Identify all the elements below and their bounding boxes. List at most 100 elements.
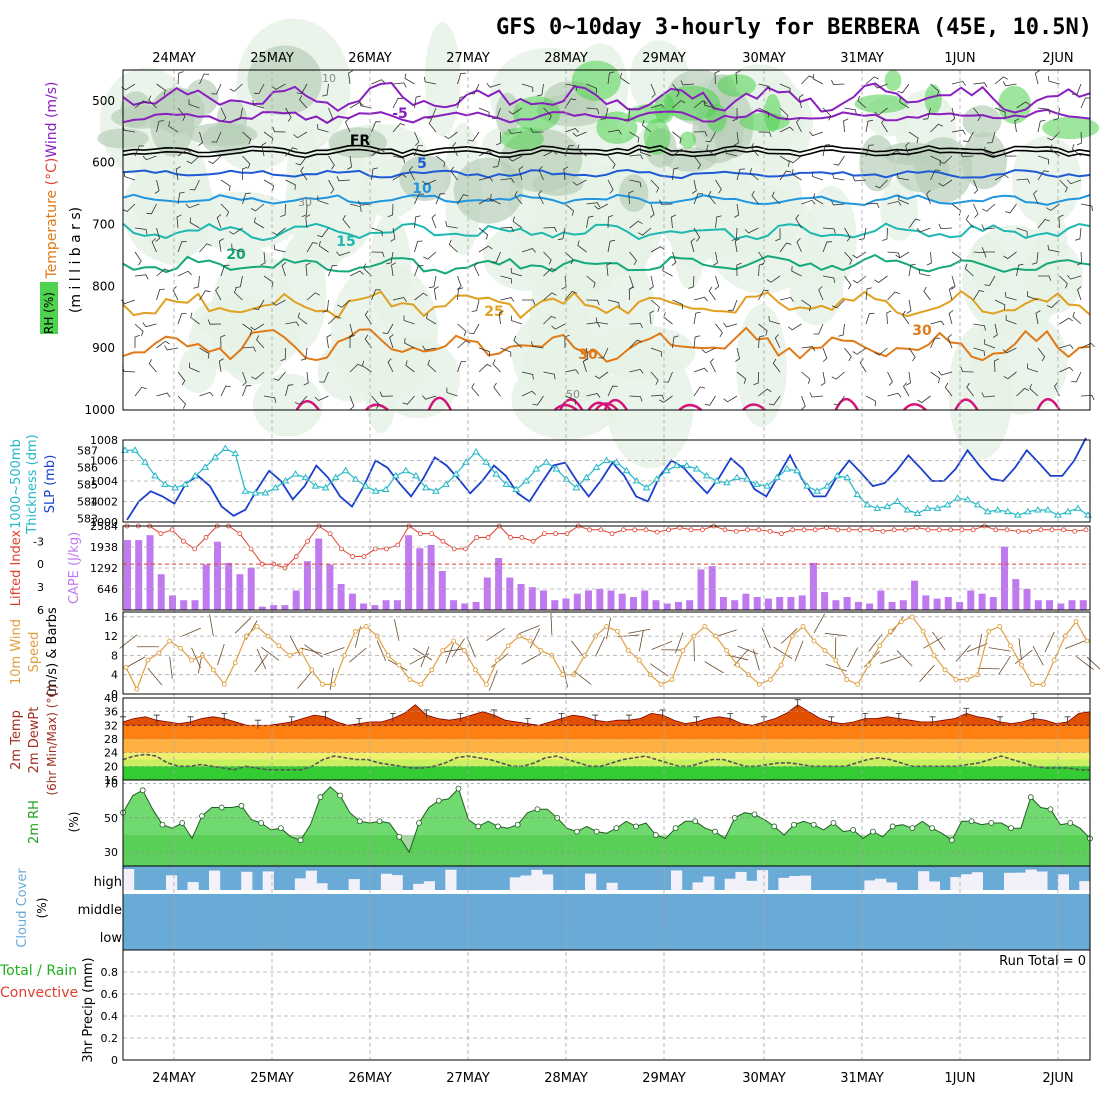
wind-barb <box>1072 83 1082 95</box>
wind-barb <box>207 319 222 325</box>
cape-bar <box>933 598 941 610</box>
wind-barb <box>629 131 640 143</box>
wind-barb <box>514 191 523 205</box>
cloud-high-gap <box>950 877 962 891</box>
cape-bar <box>315 538 323 610</box>
wind-barb <box>779 296 794 302</box>
thickness-point <box>1043 506 1052 513</box>
wind-barb <box>672 335 679 349</box>
wind-barb <box>1059 317 1074 325</box>
cape-bar <box>1057 603 1065 610</box>
wind-barb <box>715 215 722 229</box>
cloud-high-gap <box>380 873 393 890</box>
wind-barb <box>1016 101 1030 109</box>
wind10m-barb <box>955 644 971 662</box>
wind-barb <box>392 297 407 302</box>
lifted-index-point <box>248 546 254 552</box>
wind-barb <box>629 154 644 160</box>
lifted-index-point <box>553 531 559 537</box>
wind-barb <box>235 275 243 288</box>
wind-barb <box>427 359 437 373</box>
upper-y-tick: 700 <box>92 218 115 232</box>
rh2m-point <box>712 828 718 835</box>
temperature-contour-35 <box>594 402 619 411</box>
wind-barb <box>1037 120 1046 133</box>
lifted-index-point <box>203 535 209 540</box>
wind-barb <box>134 227 148 235</box>
wind-barb <box>809 392 824 398</box>
temp-tick: 40 <box>104 692 118 705</box>
wind-barb <box>994 107 1006 118</box>
wind-barb <box>736 168 745 181</box>
rh2m-label: 2m RH <box>27 800 42 844</box>
cape-tick: 1938 <box>90 541 118 554</box>
wind-barb <box>177 71 184 85</box>
wind-barb <box>273 244 286 253</box>
slp-tick: 1006 <box>90 455 118 468</box>
lifted-index-point <box>485 535 491 540</box>
wind-barb <box>582 358 588 373</box>
thickness-point <box>311 482 320 489</box>
lifted-tick: -3 <box>33 535 44 548</box>
wind-barb <box>887 371 893 386</box>
wind-barb <box>190 312 200 325</box>
thickness-point <box>943 500 952 508</box>
wind-barb <box>254 217 265 229</box>
thickness-point <box>642 483 651 491</box>
lifted-index-point <box>417 531 423 537</box>
lifted-index-point <box>1061 527 1066 533</box>
wind-barb <box>693 100 708 109</box>
wind-barb <box>672 299 684 310</box>
wind-barb <box>510 267 523 277</box>
wind-barb <box>322 83 329 97</box>
x-tick-bottom: 30MAY <box>742 1071 786 1086</box>
precip-tick: 0.8 <box>101 966 119 979</box>
cape-bar <box>1046 600 1053 610</box>
thickness-point <box>141 458 149 465</box>
wind10m-point <box>440 648 446 654</box>
wind-barb <box>1080 203 1094 212</box>
wind-barb <box>938 179 953 187</box>
wind10m-point <box>833 657 839 663</box>
wind10m-barb <box>393 619 400 641</box>
wind-barb <box>1076 131 1082 146</box>
wind10m-barb <box>180 627 201 638</box>
wind10m-point <box>800 624 806 629</box>
thickness-point <box>582 473 591 481</box>
wind-barb <box>649 203 655 218</box>
cape-bar <box>438 571 446 610</box>
wind-barb <box>930 155 941 166</box>
wind10m-barb <box>824 632 847 637</box>
temperature-contour <box>122 168 1091 180</box>
wind10m-point <box>505 643 511 649</box>
thickness-point <box>1074 504 1082 511</box>
wind-barb <box>478 107 490 118</box>
wind-barb <box>812 171 824 181</box>
wind-barb <box>852 275 867 284</box>
wind-barb <box>577 144 587 157</box>
cape-tick: 1292 <box>90 562 118 575</box>
wind10m-barb <box>595 636 606 657</box>
cape-tick: 646 <box>97 583 118 596</box>
thickness-point <box>863 500 872 508</box>
wind-barb <box>993 358 1000 373</box>
rh-shade-light <box>178 346 217 393</box>
wind10m-barb <box>675 632 684 654</box>
wind-barb <box>650 179 660 193</box>
wind-barb <box>994 299 1006 310</box>
wind-barb <box>788 155 802 164</box>
wind-barb <box>371 227 383 237</box>
wind-barb <box>623 107 630 121</box>
wind10m-point <box>320 681 326 687</box>
thickness-point <box>161 480 170 487</box>
rh-shade-light <box>211 247 295 385</box>
thickness-point <box>783 465 791 472</box>
wind-barb <box>706 144 716 157</box>
wind-barb <box>693 227 701 242</box>
wind10m-point <box>625 648 631 654</box>
thickness-point <box>833 471 842 479</box>
cape-bar <box>461 603 469 610</box>
rh-shade-bright <box>706 103 727 133</box>
wind-barb <box>521 390 536 397</box>
lifted-index-point <box>880 528 886 534</box>
